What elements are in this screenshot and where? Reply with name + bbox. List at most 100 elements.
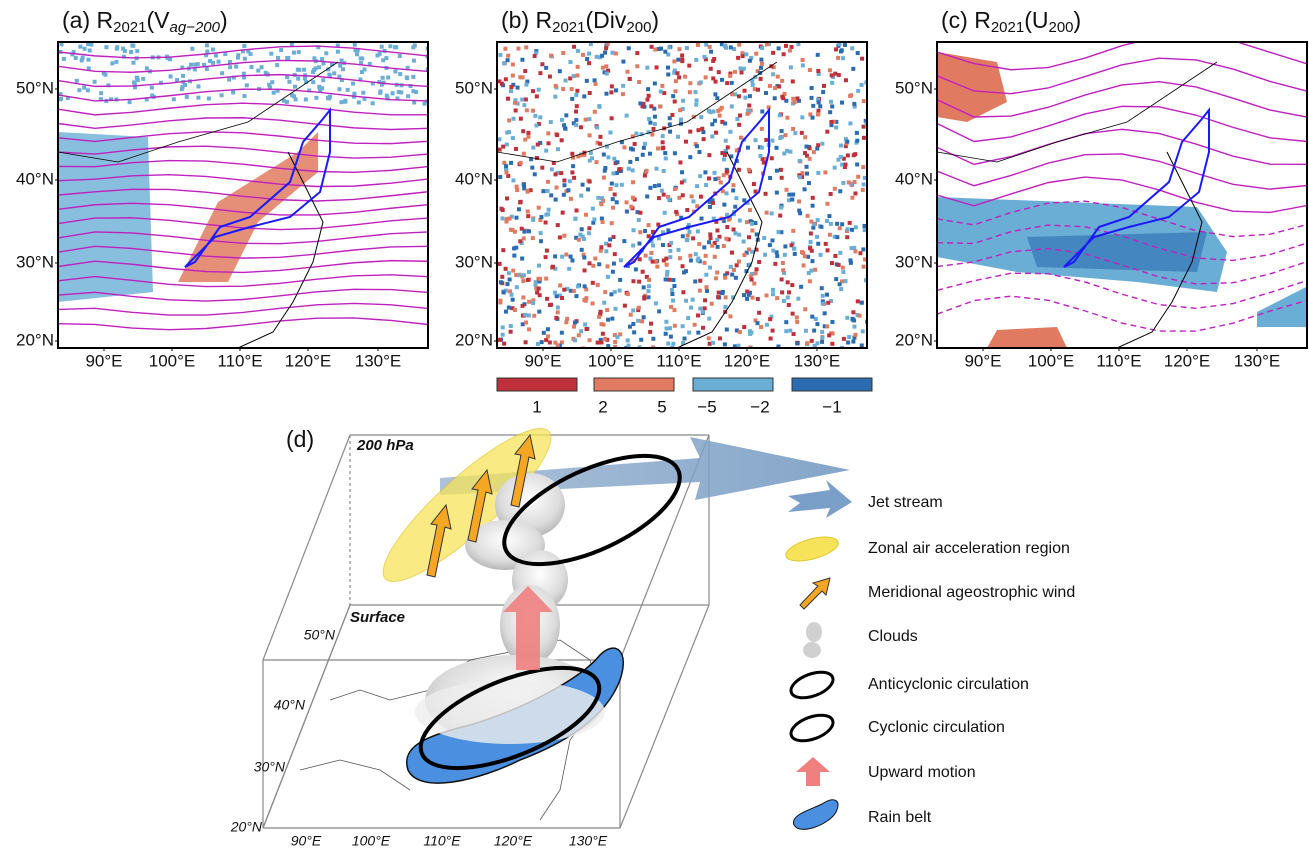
noise bbox=[303, 76, 307, 80]
noise bbox=[531, 218, 535, 222]
lon-label: 120°E bbox=[285, 351, 332, 370]
noise bbox=[637, 242, 641, 246]
noise bbox=[775, 169, 779, 173]
noise bbox=[612, 157, 616, 161]
noise bbox=[647, 94, 651, 98]
noise bbox=[572, 325, 576, 329]
noise bbox=[855, 131, 859, 135]
noise bbox=[856, 89, 860, 93]
noise bbox=[621, 84, 625, 88]
noise bbox=[556, 147, 560, 151]
noise bbox=[759, 66, 763, 70]
noise bbox=[852, 246, 856, 250]
contour bbox=[58, 318, 428, 330]
noise bbox=[574, 123, 578, 127]
noise bbox=[839, 287, 843, 291]
noise bbox=[646, 289, 650, 293]
noise bbox=[651, 260, 655, 264]
noise bbox=[610, 116, 614, 120]
noise bbox=[722, 173, 726, 177]
noise bbox=[757, 311, 761, 315]
lon-label: 120°E bbox=[1164, 351, 1211, 370]
noise bbox=[673, 324, 677, 328]
noise bbox=[638, 257, 642, 261]
noise bbox=[796, 297, 800, 301]
noise bbox=[805, 341, 809, 345]
noise bbox=[656, 146, 660, 150]
noise bbox=[703, 261, 707, 265]
noise bbox=[803, 135, 807, 139]
noise bbox=[696, 128, 700, 132]
noise bbox=[640, 319, 644, 323]
noise bbox=[614, 51, 618, 55]
noise bbox=[537, 206, 541, 210]
noise bbox=[526, 190, 530, 194]
noise bbox=[669, 241, 673, 245]
noise bbox=[627, 46, 631, 50]
noise bbox=[820, 142, 824, 146]
noise bbox=[807, 181, 811, 185]
noise bbox=[811, 104, 815, 108]
noise bbox=[355, 52, 359, 56]
noise bbox=[610, 182, 614, 186]
noise bbox=[397, 90, 401, 94]
noise bbox=[565, 317, 569, 321]
noise bbox=[498, 300, 502, 304]
noise bbox=[747, 247, 751, 251]
noise bbox=[684, 140, 688, 144]
noise bbox=[625, 210, 629, 214]
panel-title: (b) R2021(Div200) bbox=[501, 7, 659, 36]
legend-icon bbox=[788, 480, 852, 518]
noise bbox=[854, 225, 858, 229]
lon-label: 120°E bbox=[494, 833, 533, 849]
noise bbox=[657, 196, 661, 200]
noise bbox=[597, 104, 601, 108]
noise bbox=[135, 49, 139, 53]
noise bbox=[810, 116, 814, 120]
noise bbox=[841, 266, 845, 270]
title-part: 2021 bbox=[113, 19, 146, 36]
noise bbox=[317, 65, 321, 69]
noise bbox=[531, 109, 535, 113]
colorbar-label: 2 bbox=[598, 397, 607, 416]
noise bbox=[800, 131, 804, 135]
noise bbox=[671, 278, 675, 282]
figure: (a) R2021(Vag−200)50°N40°N30°N20°N90°E10… bbox=[0, 0, 1309, 850]
noise bbox=[608, 130, 612, 134]
noise bbox=[707, 240, 711, 244]
noise bbox=[605, 264, 609, 268]
noise bbox=[798, 175, 802, 179]
noise bbox=[816, 171, 820, 175]
noise bbox=[217, 60, 221, 64]
noise bbox=[604, 249, 608, 253]
noise bbox=[498, 53, 502, 57]
noise bbox=[560, 118, 564, 122]
noise bbox=[516, 47, 520, 51]
noise bbox=[849, 261, 853, 265]
noise bbox=[668, 249, 672, 253]
noise bbox=[816, 218, 820, 222]
noise bbox=[769, 337, 773, 341]
noise bbox=[625, 114, 629, 118]
noise bbox=[621, 60, 625, 64]
noise bbox=[393, 45, 397, 49]
noise bbox=[378, 52, 382, 56]
noise bbox=[747, 103, 751, 107]
noise bbox=[627, 167, 631, 171]
noise bbox=[601, 220, 605, 224]
noise bbox=[738, 113, 742, 117]
noise bbox=[211, 47, 215, 51]
noise bbox=[699, 80, 703, 84]
noise bbox=[825, 293, 829, 297]
noise bbox=[501, 333, 505, 337]
title-part: (Div bbox=[586, 7, 627, 33]
noise bbox=[625, 200, 629, 204]
noise bbox=[591, 207, 595, 211]
noise bbox=[776, 75, 780, 79]
noise bbox=[615, 200, 619, 204]
title-part: 2021 bbox=[991, 19, 1024, 36]
noise bbox=[760, 62, 764, 66]
noise bbox=[518, 75, 522, 79]
noise bbox=[533, 282, 537, 286]
noise bbox=[609, 187, 613, 191]
